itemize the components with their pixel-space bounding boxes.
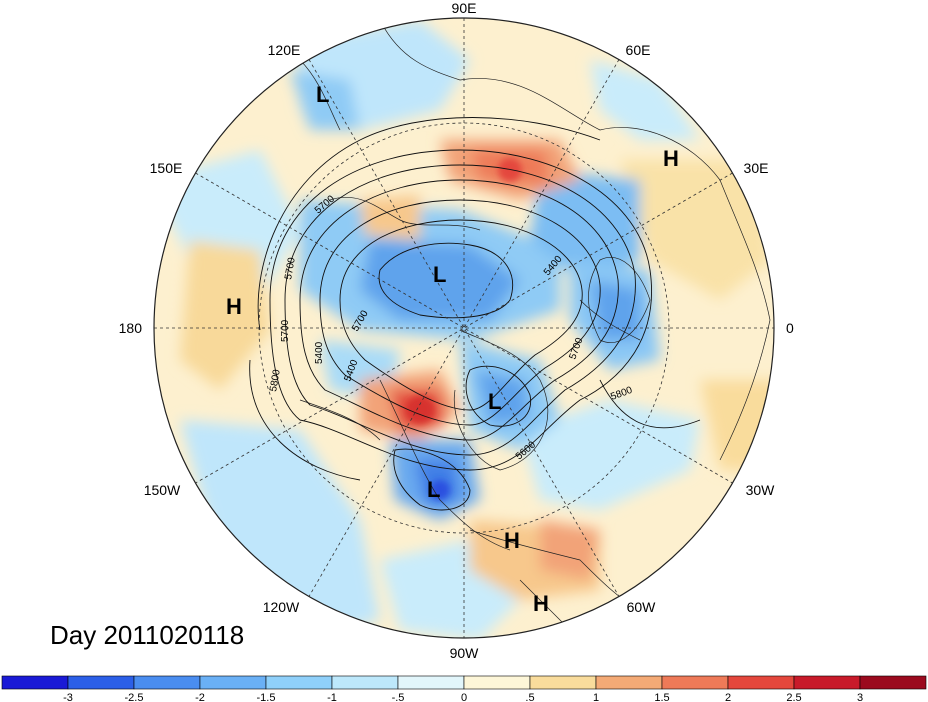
colorbar-tick-label: 1 bbox=[593, 692, 599, 702]
colorbar-tick-label: 1.5 bbox=[654, 692, 669, 702]
high-center-marker: H bbox=[226, 294, 242, 319]
colorbar-swatch bbox=[793, 675, 861, 690]
map-border bbox=[153, 17, 775, 639]
contour-label: 5400 bbox=[314, 341, 325, 364]
low-center-marker: L bbox=[427, 477, 440, 502]
longitude-label: 120W bbox=[263, 599, 300, 615]
longitude-label: 0 bbox=[786, 320, 794, 336]
colorbar-tick-label: -3 bbox=[63, 692, 73, 702]
longitude-label: 150W bbox=[144, 482, 181, 498]
colorbar-tick-label: -1.5 bbox=[257, 692, 276, 702]
longitude-label: 150E bbox=[150, 160, 183, 176]
colorbar-tick-label: -2.5 bbox=[125, 692, 144, 702]
colorbar-swatch bbox=[529, 675, 597, 690]
longitude-label: 60W bbox=[627, 599, 657, 615]
colorbar-swatch bbox=[331, 675, 399, 690]
colorbar-swatch bbox=[67, 675, 135, 690]
colorbar-tick-label: .5 bbox=[525, 692, 534, 702]
colorbar-swatch bbox=[1, 675, 69, 690]
longitude-label: 120E bbox=[268, 42, 301, 58]
pressure-centers: L L L L H H H H bbox=[226, 82, 679, 616]
colorbar-swatch bbox=[727, 675, 795, 690]
height-contours bbox=[249, 117, 701, 511]
colorbar-tick-label: -.5 bbox=[392, 692, 405, 702]
contour-label: 5700 bbox=[283, 256, 298, 280]
colorbar-tick-label: -2 bbox=[195, 692, 205, 702]
longitude-label: 60E bbox=[626, 42, 651, 58]
contour-label: 5700 bbox=[280, 319, 291, 342]
longitude-label: 90W bbox=[450, 645, 480, 661]
longitude-label: 180 bbox=[119, 320, 143, 336]
colorbar-tick-label: 0 bbox=[461, 692, 467, 702]
colorbar-swatch bbox=[859, 675, 927, 690]
longitude-labels: 90E 60E 30E 0 30W 60W 90W 120W 150W 180 … bbox=[119, 0, 794, 661]
colorbar-swatch bbox=[397, 675, 465, 690]
colorbar-swatch bbox=[463, 675, 531, 690]
colorbar-tick-label: 2 bbox=[725, 692, 731, 702]
longitude-label: 90E bbox=[452, 0, 477, 16]
date-title: Day 2011020118 bbox=[50, 620, 245, 650]
colorbar: -3 -2.5 -2 -1.5 -1 -.5 0 .5 1 1.5 2 2.5 3 bbox=[1, 675, 927, 702]
colorbar-tick-label: -1 bbox=[327, 692, 337, 702]
colorbar-swatch bbox=[265, 675, 333, 690]
anomaly-shading bbox=[154, 18, 774, 638]
high-center-marker: H bbox=[504, 528, 520, 553]
colorbar-swatch bbox=[595, 675, 663, 690]
longitude-label: 30W bbox=[746, 482, 776, 498]
colorbar-swatch bbox=[661, 675, 729, 690]
high-center-marker: H bbox=[663, 146, 679, 171]
low-center-marker: L bbox=[316, 82, 329, 107]
colorbar-swatch bbox=[199, 675, 267, 690]
colorbar-tick-label: 2.5 bbox=[786, 692, 801, 702]
high-center-marker: H bbox=[533, 591, 549, 616]
low-center-marker: L bbox=[433, 262, 446, 287]
colorbar-tick-label: 3 bbox=[857, 692, 863, 702]
colorbar-swatch bbox=[133, 675, 201, 690]
contour-label: 5800 bbox=[268, 368, 283, 392]
graticule bbox=[154, 18, 774, 638]
longitude-label: 30E bbox=[744, 160, 769, 176]
low-center-marker: L bbox=[488, 389, 501, 414]
